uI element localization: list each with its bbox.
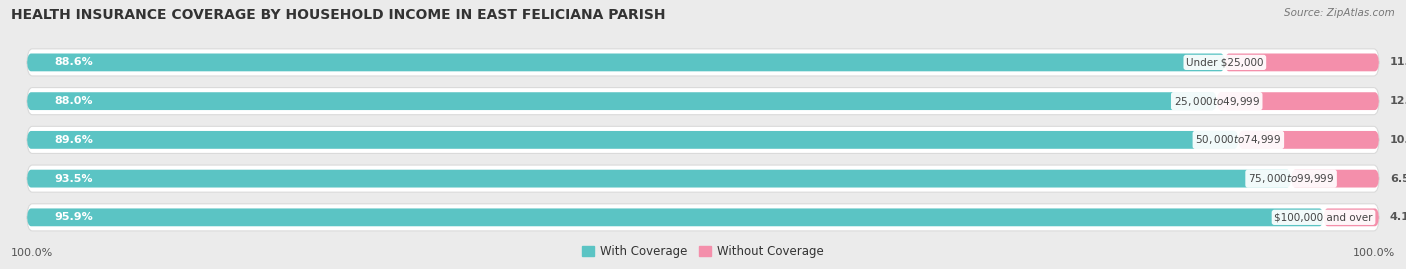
FancyBboxPatch shape: [27, 54, 1225, 71]
FancyBboxPatch shape: [27, 208, 1323, 226]
Text: 89.6%: 89.6%: [53, 135, 93, 145]
Text: 100.0%: 100.0%: [11, 248, 53, 258]
FancyBboxPatch shape: [27, 204, 1379, 231]
Text: HEALTH INSURANCE COVERAGE BY HOUSEHOLD INCOME IN EAST FELICIANA PARISH: HEALTH INSURANCE COVERAGE BY HOUSEHOLD I…: [11, 8, 666, 22]
Text: 12.0%: 12.0%: [1389, 96, 1406, 106]
Text: $50,000 to $74,999: $50,000 to $74,999: [1195, 133, 1281, 146]
FancyBboxPatch shape: [1291, 170, 1379, 187]
Text: Source: ZipAtlas.com: Source: ZipAtlas.com: [1284, 8, 1395, 18]
Text: 10.4%: 10.4%: [1389, 135, 1406, 145]
Text: $25,000 to $49,999: $25,000 to $49,999: [1174, 95, 1260, 108]
Text: 4.1%: 4.1%: [1389, 212, 1406, 222]
FancyBboxPatch shape: [27, 126, 1379, 153]
FancyBboxPatch shape: [27, 88, 1379, 115]
Text: 95.9%: 95.9%: [53, 212, 93, 222]
FancyBboxPatch shape: [27, 92, 1216, 110]
Text: $100,000 and over: $100,000 and over: [1274, 212, 1372, 222]
Text: 88.6%: 88.6%: [53, 57, 93, 68]
Text: 100.0%: 100.0%: [1353, 248, 1395, 258]
FancyBboxPatch shape: [27, 49, 1379, 76]
FancyBboxPatch shape: [27, 131, 1239, 149]
FancyBboxPatch shape: [1323, 208, 1379, 226]
Text: Under $25,000: Under $25,000: [1187, 57, 1264, 68]
FancyBboxPatch shape: [27, 165, 1379, 192]
Text: 93.5%: 93.5%: [53, 174, 93, 184]
Legend: With Coverage, Without Coverage: With Coverage, Without Coverage: [578, 241, 828, 263]
FancyBboxPatch shape: [1225, 54, 1379, 71]
Text: $75,000 to $99,999: $75,000 to $99,999: [1249, 172, 1334, 185]
FancyBboxPatch shape: [27, 170, 1291, 187]
FancyBboxPatch shape: [1216, 92, 1379, 110]
Text: 11.4%: 11.4%: [1389, 57, 1406, 68]
Text: 6.5%: 6.5%: [1389, 174, 1406, 184]
FancyBboxPatch shape: [1239, 131, 1379, 149]
Text: 88.0%: 88.0%: [53, 96, 93, 106]
